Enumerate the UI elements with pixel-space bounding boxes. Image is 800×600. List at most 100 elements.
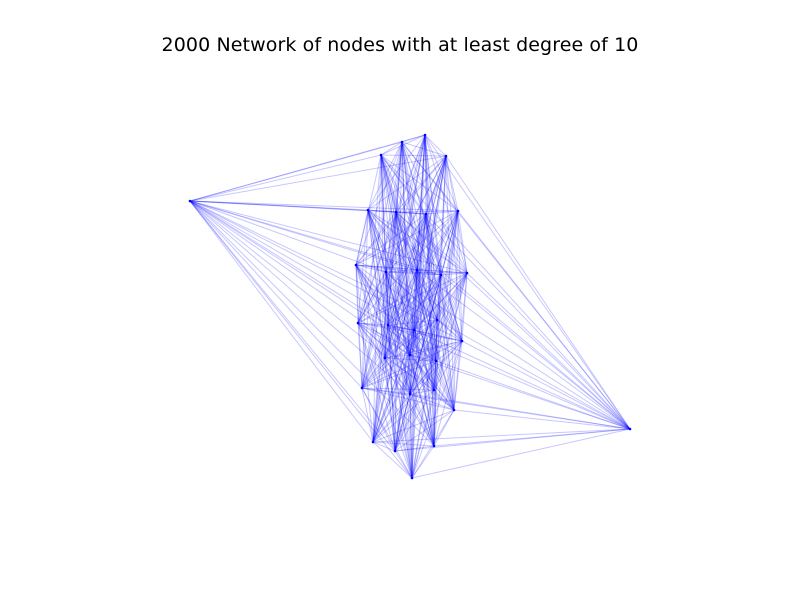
network-edge	[424, 134, 435, 391]
network-edge	[189, 200, 438, 321]
network-edge	[436, 155, 447, 321]
network-edge	[189, 200, 435, 447]
network-edge	[411, 272, 468, 479]
network-edge	[409, 360, 437, 395]
network-edge	[461, 340, 631, 430]
network-edge	[416, 269, 442, 276]
network-edge	[367, 209, 397, 213]
network-node	[432, 444, 436, 448]
network-edge	[409, 354, 435, 447]
network-edge	[433, 409, 455, 447]
network-edge	[436, 319, 455, 411]
network-edge	[384, 357, 413, 479]
network-edge	[401, 141, 413, 479]
network-edge	[357, 155, 447, 324]
network-edge	[409, 155, 447, 395]
network-edge	[367, 209, 411, 395]
network-edge	[424, 134, 468, 274]
network-edge	[395, 211, 415, 331]
network-edge	[436, 319, 631, 430]
network-edge	[409, 272, 468, 395]
network-edge	[413, 319, 438, 331]
network-edge	[189, 200, 459, 212]
network-edge	[401, 141, 411, 356]
network-edge	[372, 441, 413, 479]
network-edge	[361, 387, 631, 430]
network-edge	[394, 445, 435, 452]
network-edge	[357, 322, 435, 447]
network-node	[393, 449, 397, 453]
network-edge	[367, 209, 437, 362]
network-edge	[385, 271, 631, 430]
network-edge	[416, 269, 437, 362]
network-edge	[372, 354, 411, 443]
network-edge	[189, 200, 374, 443]
network-edge	[385, 271, 411, 395]
network-edge	[435, 272, 468, 362]
network-edge	[395, 155, 447, 213]
network-edge	[384, 155, 447, 359]
network-edge	[440, 274, 631, 430]
network-edge	[435, 319, 438, 362]
network-edge	[453, 340, 463, 411]
network-node	[188, 199, 192, 203]
network-edge	[361, 269, 418, 389]
network-edge	[436, 210, 459, 321]
network-edge	[380, 154, 389, 326]
network-edge	[355, 264, 442, 276]
network-node	[408, 392, 412, 396]
network-edge	[361, 387, 413, 479]
network-edge	[367, 209, 396, 452]
network-node	[379, 153, 383, 157]
network-edge	[384, 357, 411, 395]
network-edge	[357, 322, 435, 391]
network-edge	[401, 141, 411, 395]
network-edge	[411, 269, 418, 479]
network-edge	[413, 329, 437, 362]
network-edge	[387, 274, 442, 326]
network-edge	[466, 272, 631, 430]
network-edge	[433, 272, 468, 391]
network-edge	[395, 211, 438, 321]
network-edge	[413, 329, 455, 411]
network-edge	[394, 155, 447, 452]
network-edge	[372, 389, 435, 443]
network-edge	[425, 155, 447, 215]
network-edge	[445, 155, 455, 411]
network-edge	[440, 274, 455, 411]
network-edge	[361, 134, 426, 389]
network-edge	[394, 210, 459, 452]
network-edge	[445, 155, 459, 212]
network-edge	[413, 274, 442, 331]
network-edge	[361, 211, 397, 389]
network-edge	[380, 154, 438, 321]
network-edge	[361, 357, 386, 389]
network-edge	[385, 271, 389, 326]
network-node	[408, 353, 412, 357]
network-edge	[457, 210, 631, 430]
network-edge	[355, 264, 411, 356]
network-edge	[409, 319, 438, 395]
network-edge	[367, 209, 413, 479]
network-node	[383, 356, 387, 360]
network-edge	[361, 324, 389, 389]
network-edge	[433, 155, 447, 447]
network-edge	[409, 340, 463, 356]
network-node	[366, 208, 370, 212]
network-edge	[409, 354, 437, 362]
network-edge	[433, 360, 437, 391]
network-edge	[189, 200, 455, 411]
network-edge	[416, 269, 468, 274]
network-edge	[436, 274, 442, 321]
network-edge	[395, 211, 455, 411]
network-edge	[384, 141, 403, 359]
network-edge	[409, 393, 435, 447]
network-edge	[457, 210, 463, 342]
network-edge	[424, 134, 437, 362]
network-edge	[355, 264, 411, 395]
network-edge	[387, 210, 459, 326]
network-edge	[394, 428, 631, 452]
network-edge	[372, 428, 631, 443]
network-edge	[384, 134, 426, 359]
network-edge	[445, 155, 468, 274]
